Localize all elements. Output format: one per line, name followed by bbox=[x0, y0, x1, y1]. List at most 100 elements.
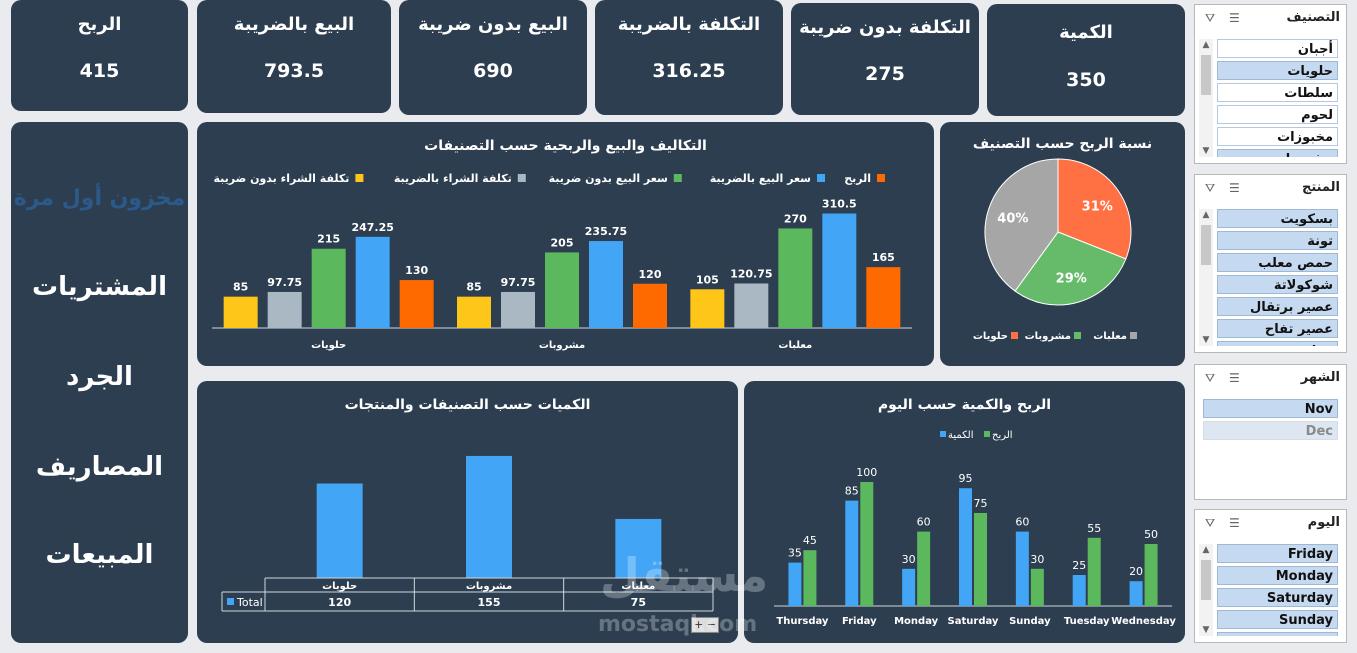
kpi-sales-without-tax: البيع بدون ضريبة 690 bbox=[399, 0, 587, 115]
data-label: 120.75 bbox=[730, 267, 772, 280]
slicer-item-product[interactable]: بسكويت bbox=[1217, 209, 1338, 228]
slicer-title: المنتج bbox=[1301, 180, 1340, 195]
slicer-item-category[interactable]: أجبان bbox=[1217, 39, 1338, 58]
bar bbox=[690, 289, 725, 328]
slicer-item-category[interactable]: لحوم bbox=[1217, 105, 1338, 124]
scroll-up-icon[interactable]: ▲ bbox=[1202, 210, 1210, 220]
expand-collapse-buttons[interactable]: + − bbox=[691, 617, 719, 633]
slicer-item-product[interactable]: حمص معلب bbox=[1217, 253, 1338, 272]
data-label: 105 bbox=[696, 273, 719, 286]
bar bbox=[457, 296, 491, 328]
category-label: Monday bbox=[894, 616, 939, 627]
bar bbox=[466, 455, 512, 578]
scroll-down-icon[interactable]: ▼ bbox=[1202, 335, 1210, 345]
table-row-label: Total bbox=[236, 596, 263, 609]
nav-first-stock[interactable]: مخزون أول مرة bbox=[13, 186, 186, 211]
bar bbox=[589, 241, 623, 328]
chart-costs-sales-profit: التكاليف والبيع والربحية حسب التصنيفات ا… bbox=[197, 122, 934, 366]
slicer-title: التصنيف bbox=[1286, 10, 1340, 25]
slicer-item-category[interactable]: مشروبات bbox=[1217, 149, 1338, 157]
slicer-item-day[interactable]: Saturday bbox=[1217, 588, 1338, 607]
slicer-item-day[interactable]: Sunday bbox=[1217, 610, 1338, 629]
multi-select-icon[interactable]: ☰ bbox=[1229, 516, 1240, 530]
slicer-scrollbar[interactable]: ▲ ▼ bbox=[1199, 544, 1213, 636]
data-label: 120 bbox=[639, 268, 662, 281]
category-label: Tuesday bbox=[1064, 616, 1110, 627]
bar bbox=[223, 296, 258, 328]
costs-sales-profit-chart: الربح سعر البيع بالضريبة سعر البيع بدون ضر… bbox=[212, 172, 912, 351]
scroll-up-icon[interactable]: ▲ bbox=[1202, 545, 1210, 555]
slicer-list: بسكويت تونة حمص معلب شوكولاتة عصير برتقال عصي… bbox=[1217, 209, 1338, 346]
data-label: 30 bbox=[902, 553, 916, 566]
data-label: 97.75 bbox=[267, 276, 302, 289]
clear-filter-icon[interactable]: ⛛ bbox=[1205, 11, 1216, 25]
nav-expenses[interactable]: المصاريف bbox=[35, 452, 164, 482]
kpi-cost-without-tax: التكلفة بدون ضريبة 275 bbox=[791, 3, 979, 115]
multi-select-icon[interactable]: ☰ bbox=[1229, 181, 1240, 195]
slicer-item-product[interactable]: عصير برتقال bbox=[1217, 297, 1338, 316]
legend-swatch bbox=[984, 431, 990, 437]
multi-select-icon[interactable]: ☰ bbox=[1229, 371, 1240, 385]
multi-select-icon[interactable]: ☰ bbox=[1229, 11, 1240, 25]
legend-label: معلبات bbox=[1093, 331, 1127, 342]
pie-slice bbox=[984, 158, 1059, 292]
legend-swatch bbox=[517, 174, 526, 182]
slicer-header: ⛛ ☰ التصنيف bbox=[1199, 7, 1342, 29]
data-label: 247.25 bbox=[351, 221, 393, 234]
bar bbox=[633, 283, 667, 328]
slicer-item-day[interactable]: Friday bbox=[1217, 544, 1338, 563]
slicer-item-product[interactable]: عصير تفاح bbox=[1217, 319, 1338, 338]
slicer-header: ⛛ ☰ الشهر bbox=[1199, 367, 1342, 389]
slicer-item-day[interactable]: Monday bbox=[1217, 566, 1338, 585]
category-label: Wednesday bbox=[1111, 616, 1176, 627]
scroll-up-icon[interactable]: ▲ bbox=[1202, 40, 1210, 50]
bar bbox=[1129, 581, 1143, 606]
slicer-item-day[interactable]: Thursday bbox=[1217, 632, 1338, 636]
clear-filter-icon[interactable]: ⛛ bbox=[1205, 371, 1216, 385]
slicer-item-category[interactable]: مخبوزات bbox=[1217, 127, 1338, 146]
kpi-title: البيع بدون ضريبة bbox=[418, 14, 568, 35]
data-label: 100 bbox=[856, 466, 877, 479]
bar bbox=[860, 482, 874, 606]
data-label: 95 bbox=[959, 472, 973, 485]
chart-title: نسبة الربح حسب التصنيف bbox=[972, 136, 1153, 152]
kpi-title: التكلفة بالضريبة bbox=[617, 14, 761, 35]
category-label: Friday bbox=[842, 616, 877, 627]
legend-swatch bbox=[1011, 332, 1018, 339]
data-label: 215 bbox=[317, 233, 340, 246]
data-label: 130 bbox=[405, 264, 428, 277]
category-label: Saturday bbox=[948, 616, 999, 627]
slicer-item-product[interactable]: شوكولاتة bbox=[1217, 275, 1338, 294]
bar bbox=[615, 518, 662, 578]
kpi-value: 316.25 bbox=[652, 60, 726, 82]
data-label: 20 bbox=[1129, 565, 1143, 578]
slicer-item-month[interactable]: Dec bbox=[1203, 421, 1338, 440]
clear-filter-icon[interactable]: ⛛ bbox=[1205, 181, 1216, 195]
scroll-down-icon[interactable]: ▼ bbox=[1202, 146, 1210, 156]
legend-label: الكمية bbox=[948, 430, 974, 441]
bar bbox=[788, 562, 802, 606]
nav-sales[interactable]: المبيعات bbox=[45, 540, 154, 570]
bar bbox=[267, 291, 302, 328]
slicer-header: ⛛ ☰ المنتج bbox=[1199, 177, 1342, 199]
slicer-item-product[interactable]: فول مدمس bbox=[1217, 341, 1338, 346]
slicer-scrollbar[interactable]: ▲ ▼ bbox=[1199, 39, 1213, 157]
data-label: 165 bbox=[872, 251, 895, 264]
nav-purchases[interactable]: المشتريات bbox=[31, 272, 167, 302]
slicer-scrollbar[interactable]: ▲ ▼ bbox=[1199, 209, 1213, 346]
legend-swatch bbox=[1130, 332, 1137, 339]
category-label: Thursday bbox=[776, 616, 829, 627]
bar bbox=[734, 283, 769, 328]
kpi-title: الكمية bbox=[1059, 22, 1113, 43]
bar bbox=[311, 248, 346, 328]
nav-inventory[interactable]: الجرد bbox=[66, 362, 133, 392]
legend-label: سعر البيع بدون ضريبة bbox=[549, 172, 668, 185]
slicer-category: ⛛ ☰ التصنيف ▲ ▼ أجبان حلويات سلطات لحوم مخبوز… bbox=[1194, 4, 1347, 164]
slicer-item-category[interactable]: سلطات bbox=[1217, 83, 1338, 102]
scroll-down-icon[interactable]: ▼ bbox=[1202, 625, 1210, 635]
slicer-item-product[interactable]: تونة bbox=[1217, 231, 1338, 250]
slicer-item-month[interactable]: Nov bbox=[1203, 399, 1338, 418]
slicer-item-category[interactable]: حلويات bbox=[1217, 61, 1338, 80]
clear-filter-icon[interactable]: ⛛ bbox=[1205, 516, 1216, 530]
